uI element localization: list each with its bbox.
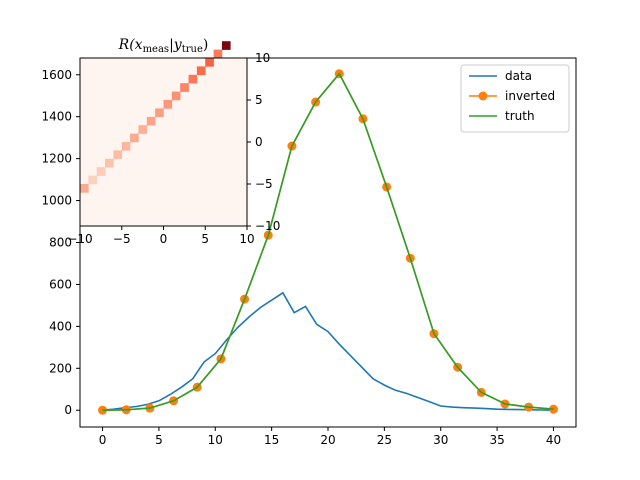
x-tick-label: 40 xyxy=(546,433,561,447)
heatmap-cell xyxy=(96,167,106,176)
heatmap-cell xyxy=(188,74,198,84)
inset-title-part: ) xyxy=(203,37,208,53)
heatmap-cell xyxy=(155,108,164,118)
y-tick-label: 800 xyxy=(49,236,72,250)
inset-y-tick-label: 0 xyxy=(255,135,263,149)
main-axes: 0 5 10 15 20 25 30 35 40020040060080010001200140… xyxy=(41,57,577,447)
heatmap-cell xyxy=(196,66,206,76)
inset-x-tick-label: −10 xyxy=(67,232,92,246)
main-series-group xyxy=(98,69,558,415)
x-tick-label: 10 xyxy=(208,433,223,447)
y-tick-label: 1600 xyxy=(41,68,72,82)
heatmap-cell xyxy=(80,184,89,193)
inset-title-part: R(x xyxy=(118,37,143,53)
heatmap-cell xyxy=(171,91,181,101)
heatmap-cell xyxy=(221,41,231,50)
heatmap-cell xyxy=(88,175,97,185)
heatmap-cell xyxy=(180,83,189,92)
heatmap-cell xyxy=(138,125,148,134)
series-line-truth xyxy=(102,72,554,411)
y-tick-label: 400 xyxy=(49,319,72,333)
heatmap-cell xyxy=(163,100,173,109)
heatmap-cell xyxy=(205,58,214,67)
legend-label-inverted: inverted xyxy=(505,89,555,103)
legend-marker-inverted xyxy=(478,91,488,101)
inset-y-tick-label: 10 xyxy=(255,51,270,65)
y-tick-label: 1000 xyxy=(41,194,72,208)
inset-x-tick-label: 5 xyxy=(201,232,209,246)
inset-x-tick-label: −5 xyxy=(113,232,131,246)
inset-x-tick-label: 0 xyxy=(160,232,168,246)
heatmap-cell xyxy=(130,133,139,143)
x-tick-label: 15 xyxy=(264,433,279,447)
legend: data inverted truth xyxy=(460,64,570,133)
heatmap-cell xyxy=(213,49,223,59)
legend-label-data: data xyxy=(505,69,532,83)
inset-title-part: true xyxy=(182,44,203,55)
inset-background xyxy=(80,58,247,226)
x-tick-label: 30 xyxy=(433,433,448,447)
y-tick-label: 0 xyxy=(64,403,72,417)
x-tick-label: 35 xyxy=(489,433,504,447)
inset-x-tick-label: 10 xyxy=(239,232,254,246)
x-tick-label: 20 xyxy=(320,433,335,447)
inset-y-tick-label: 5 xyxy=(255,93,263,107)
inset-title: R(xmeas|ytrue) xyxy=(118,37,209,55)
y-tick-label: 1200 xyxy=(41,152,72,166)
series-line-data xyxy=(102,291,554,411)
inset-title-part: |y xyxy=(169,37,183,53)
inset-y-tick-label: −5 xyxy=(255,177,273,191)
heatmap-cell xyxy=(121,142,131,151)
heatmap-cell xyxy=(105,158,114,168)
x-tick-label: 25 xyxy=(377,433,392,447)
x-tick-label: 5 xyxy=(155,433,163,447)
y-tick-label: 200 xyxy=(49,361,72,375)
y-tick-label: 1400 xyxy=(41,110,72,124)
legend-label-truth: truth xyxy=(505,109,535,123)
y-tick-label: 600 xyxy=(49,277,72,291)
heatmap-cell xyxy=(113,150,123,160)
inset-title-part: meas xyxy=(143,44,170,55)
x-tick-label: 0 xyxy=(99,433,107,447)
inset-y-tick-label: −10 xyxy=(255,219,280,233)
heatmap-cell xyxy=(146,116,156,126)
